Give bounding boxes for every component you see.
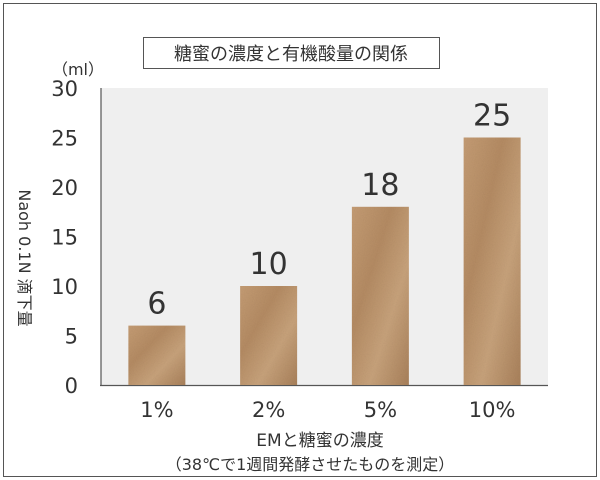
data-label: 6 xyxy=(147,287,166,322)
x-tick-label: 10% xyxy=(469,398,516,422)
chart-title: 糖蜜の濃度と有機酸量の関係 xyxy=(174,44,408,65)
y-axis-label: Naoh 0.1N 滴下量 xyxy=(15,189,34,326)
title-box xyxy=(143,37,440,69)
bar xyxy=(463,137,521,385)
x-tick-label: 5% xyxy=(364,398,397,422)
data-label: 10 xyxy=(250,247,288,282)
x-axis-sublabel: （38℃で1週間発酵させたものを測定） xyxy=(166,455,455,474)
y-tick-label: 0 xyxy=(65,374,78,398)
unit-label: （ml） xyxy=(52,60,104,79)
y-tick-label: 20 xyxy=(51,176,78,200)
x-axis-label: EMと糖蜜の濃度 xyxy=(256,431,383,451)
bar xyxy=(240,286,298,385)
data-label: 18 xyxy=(361,168,399,203)
y-tick-label: 5 xyxy=(65,325,78,349)
y-tick-label: 15 xyxy=(51,226,78,250)
y-tick-label: 10 xyxy=(51,275,78,299)
y-tick-label: 25 xyxy=(51,127,78,151)
x-ticks: 1% 2% 5% 10% xyxy=(140,398,515,422)
data-label: 25 xyxy=(473,99,511,134)
y-ticks: 0 5 10 15 20 25 30 xyxy=(51,77,78,398)
bar xyxy=(351,206,409,385)
bars xyxy=(128,137,521,385)
x-tick-label: 1% xyxy=(140,398,173,422)
x-tick-label: 2% xyxy=(252,398,285,422)
y-tick-label: 30 xyxy=(51,77,78,101)
bar xyxy=(128,325,186,385)
data-labels: 6 10 18 25 xyxy=(147,99,511,322)
